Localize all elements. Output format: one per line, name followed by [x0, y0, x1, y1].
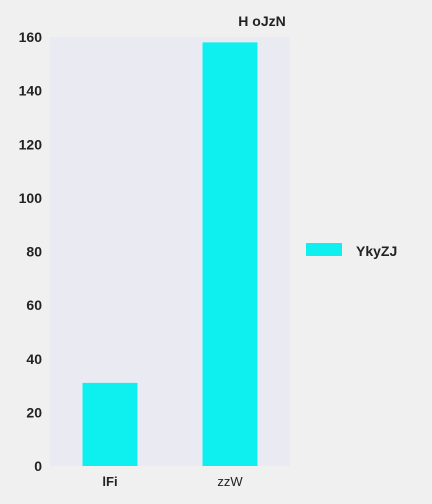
legend-swatch — [306, 243, 342, 256]
y-tick-label: 60 — [26, 297, 42, 313]
y-tick-label: 40 — [26, 351, 42, 367]
x-tick-label: zzW — [217, 474, 243, 489]
y-tick-label: 160 — [19, 29, 43, 45]
legend-label: YkyZJ — [356, 243, 397, 259]
bar — [82, 382, 138, 466]
x-axis: lFi zzW — [102, 474, 243, 489]
y-tick-label: 120 — [19, 136, 43, 152]
x-tick-label: lFi — [102, 474, 117, 489]
y-tick-label: 80 — [26, 244, 42, 260]
y-tick-label: 20 — [26, 404, 42, 420]
legend: YkyZJ — [306, 243, 397, 259]
y-tick-label: 0 — [34, 458, 42, 474]
y-tick-label: 140 — [19, 83, 43, 99]
bars — [82, 42, 258, 467]
y-axis: 0 20 40 60 80 100 120 140 160 — [19, 29, 43, 474]
y-tick-label: 100 — [19, 190, 43, 206]
bar — [202, 42, 258, 467]
chart-title: H oJzN — [238, 13, 285, 29]
